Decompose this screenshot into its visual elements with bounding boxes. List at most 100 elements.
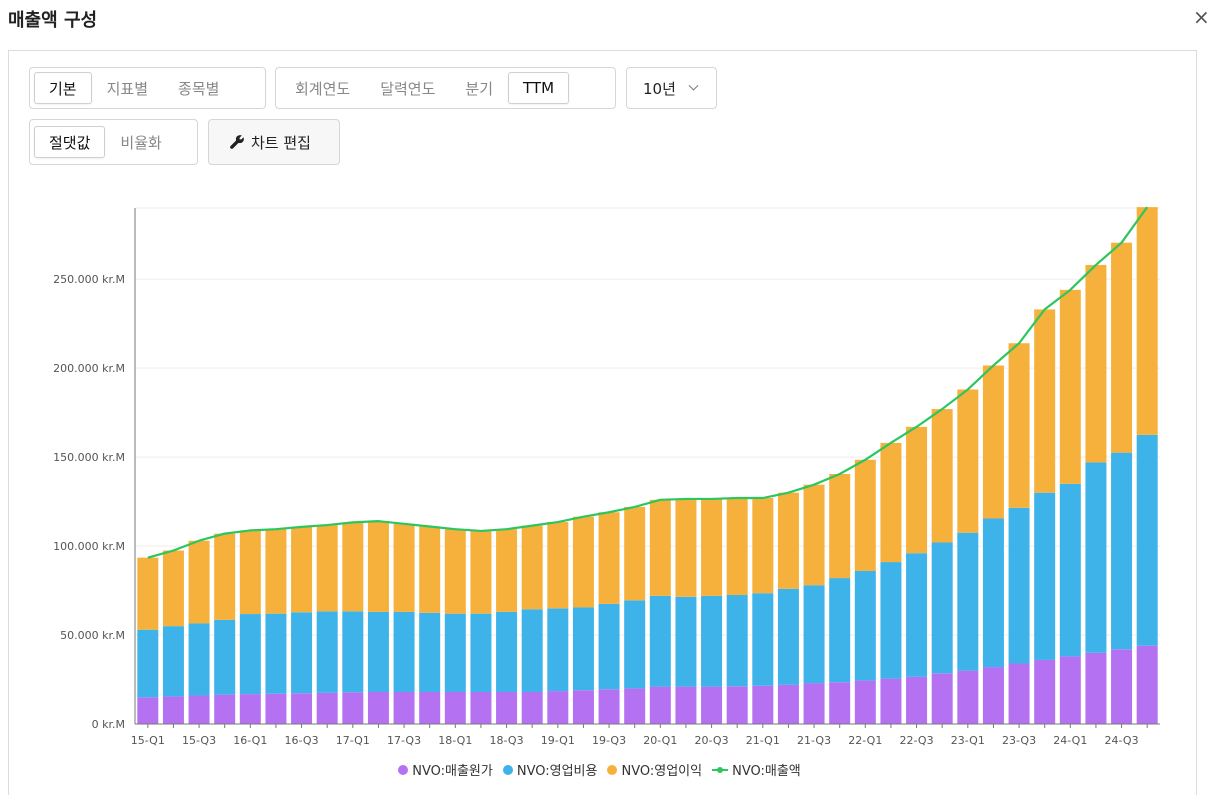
bar-opex [214,619,236,695]
bar-op_income [726,498,748,595]
bar-opex [1034,492,1056,660]
bar-opex [957,532,979,671]
edit-chart-button[interactable]: 차트 편집 [208,119,340,165]
tab-by-stock[interactable]: 종목별 [178,79,220,98]
bar-opex [239,614,261,695]
bar-opex [880,562,902,679]
tab-calendar-year[interactable]: 달력연도 [380,79,436,98]
legend-label-revenue: NVO:매출액 [732,764,801,779]
bar-op_income [598,512,620,604]
bar-op_income [342,522,364,612]
tab-quarter[interactable]: 분기 [465,79,494,98]
legend-item-cogs[interactable]: NVO:매출원가 [398,760,493,779]
legend-swatch-opex [502,764,513,775]
bar-opex [598,603,620,690]
bar-cogs [906,676,928,724]
x-tick-label: 18-Q1 [438,734,472,747]
bar-cogs [1008,663,1030,724]
bar-cogs [342,692,364,724]
legend-label-opex: NVO:영업비용 [516,764,598,779]
bar-op_income [316,525,338,612]
bar-opex [393,611,415,692]
x-tick-label: 24-Q3 [1105,734,1139,747]
x-tick-label: 23-Q3 [1002,734,1036,747]
bar-opex [624,600,646,689]
bar-cogs [624,688,646,724]
bar-op_income [624,506,646,601]
bar-cogs [1059,656,1081,724]
x-tick-label: 20-Q3 [695,734,729,747]
x-tick-label: 15-Q1 [131,734,165,747]
bar-cogs [547,691,569,724]
chart-legend: NVO:매출원가 NVO:영업비용 NVO:영업이익 NVO:매출액 [0,760,1199,779]
bar-cogs [598,689,620,724]
bar-op_income [291,526,313,613]
bar-opex [829,578,851,683]
bar-cogs [803,683,825,724]
bar-op_income [829,474,851,579]
bar-opex [367,611,389,692]
bar-opex [470,613,492,692]
legend-swatch-op-income [607,764,618,775]
y-tick-label: 100.000 kr.M [53,540,125,553]
y-tick-label: 200.000 kr.M [53,362,125,375]
bar-cogs [316,692,338,724]
bar-cogs [188,695,210,724]
close-icon[interactable]: × [1193,5,1210,29]
bar-cogs [931,673,953,724]
bar-cogs [1136,645,1158,724]
bar-op_income [367,521,389,612]
bar-cogs [675,686,697,724]
wrench-icon [230,135,244,149]
legend-label-op-income: NVO:영업이익 [621,764,703,779]
bar-opex [701,595,723,687]
bar-opex [521,609,543,692]
bar-cogs [726,686,748,724]
bar-opex [726,595,748,687]
bar-opex [906,553,928,677]
chart-panel [8,50,1197,795]
bar-op_income [239,530,261,615]
y-tick-label: 150.000 kr.M [53,451,125,464]
legend-item-op-income[interactable]: NVO:영업이익 [607,760,702,779]
tab-fiscal-year[interactable]: 회계연도 [295,79,351,98]
bar-op_income [777,492,799,589]
bar-cogs [854,680,876,724]
bar-cogs [649,686,671,724]
bar-op_income [701,498,723,596]
bar-opex [188,623,210,696]
y-tick-label: 50.000 kr.M [60,629,125,642]
tab-basic[interactable]: 기본 [34,72,92,104]
bar-op_income [214,533,236,620]
bar-opex [1059,483,1081,657]
y-tick-label: 250.000 kr.M [53,273,125,286]
bar-opex [1136,434,1158,646]
bar-op_income [444,529,466,614]
bar-opex [444,613,466,692]
bar-op_income [880,442,902,563]
tab-by-metric[interactable]: 지표별 [106,79,149,98]
tab-ratio[interactable]: 비율화 [120,133,162,152]
x-tick-label: 20-Q1 [643,734,677,747]
bar-cogs [829,682,851,724]
bar-cogs [1111,649,1133,724]
x-tick-label: 15-Q3 [182,734,216,747]
legend-item-revenue[interactable]: NVO:매출액 [712,760,801,779]
bar-opex [1085,462,1107,653]
bar-opex [752,593,774,686]
bar-op_income [1111,242,1133,453]
bar-cogs [393,691,415,724]
bar-op_income [419,526,441,613]
bar-op_income [393,523,415,612]
bar-op_income [470,530,492,614]
range-select[interactable]: 10년 [626,67,717,109]
bar-op_income [188,540,210,624]
tab-absolute[interactable]: 절댓값 [34,126,106,158]
bar-op_income [752,498,774,594]
bar-opex [265,613,287,694]
x-tick-label: 19-Q1 [541,734,575,747]
bar-op_income [957,389,979,533]
tab-ttm[interactable]: TTM [508,72,570,104]
bar-cogs [572,690,594,724]
legend-item-opex[interactable]: NVO:영업비용 [502,760,598,779]
